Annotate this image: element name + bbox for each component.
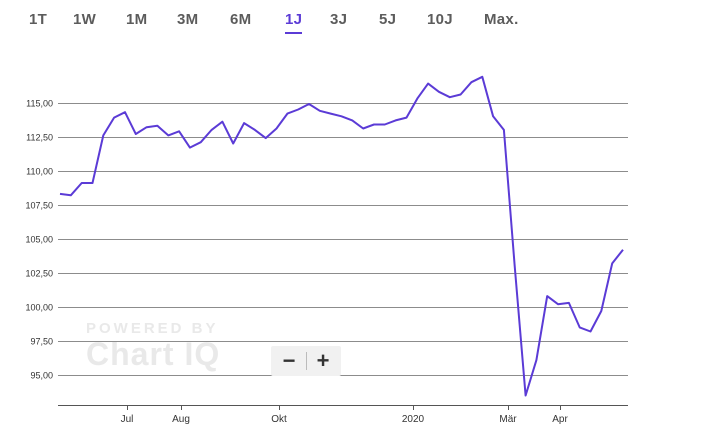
y-tick-label: 97,50 — [30, 337, 53, 347]
zoom-control: − + — [271, 346, 341, 376]
tab-1w[interactable]: 1W — [73, 11, 97, 28]
y-tick-label: 107,50 — [25, 201, 53, 211]
y-tick-label: 102,50 — [25, 269, 53, 279]
tab-5j[interactable]: 5J — [379, 11, 397, 28]
x-tick-label: Jul — [121, 414, 134, 425]
tab-max[interactable]: Max. — [484, 11, 519, 28]
zoom-in-button[interactable]: + — [316, 348, 330, 373]
y-tick-label: 95,00 — [30, 371, 53, 381]
tab-10j[interactable]: 10J — [427, 11, 453, 28]
y-tick-label: 105,00 — [25, 235, 53, 245]
time-range-tabs: 1T 1W 1M 3M 6M 1J 3J 5J 10J Max. — [0, 0, 712, 40]
zoom-out-button[interactable]: − — [282, 348, 296, 373]
tab-1j[interactable]: 1J — [285, 11, 303, 34]
tab-3m[interactable]: 3M — [177, 11, 199, 28]
y-tick-label: 100,00 — [25, 303, 53, 313]
tab-1m[interactable]: 1M — [126, 11, 148, 28]
price-series-line — [59, 75, 624, 397]
watermark-bottom-text: Chart IQ — [86, 336, 221, 372]
y-tick-label: 115,00 — [26, 99, 53, 109]
watermark-top-text: POWERED BY — [86, 320, 219, 337]
y-tick-label: 112,50 — [26, 133, 53, 143]
x-tick-label: Aug — [172, 414, 190, 425]
tab-1t[interactable]: 1T — [29, 11, 48, 28]
x-tick-label: Mär — [499, 414, 517, 425]
tab-6m[interactable]: 6M — [230, 11, 252, 28]
chartiq-watermark: POWERED BY Chart IQ — [86, 320, 220, 371]
x-tick-label: 2020 — [402, 414, 425, 425]
zoom-separator — [306, 352, 307, 370]
tab-3j[interactable]: 3J — [330, 11, 348, 28]
x-tick-label: Okt — [271, 414, 287, 425]
x-tick-label: Apr — [552, 414, 568, 425]
y-tick-label: 110,00 — [26, 167, 53, 177]
